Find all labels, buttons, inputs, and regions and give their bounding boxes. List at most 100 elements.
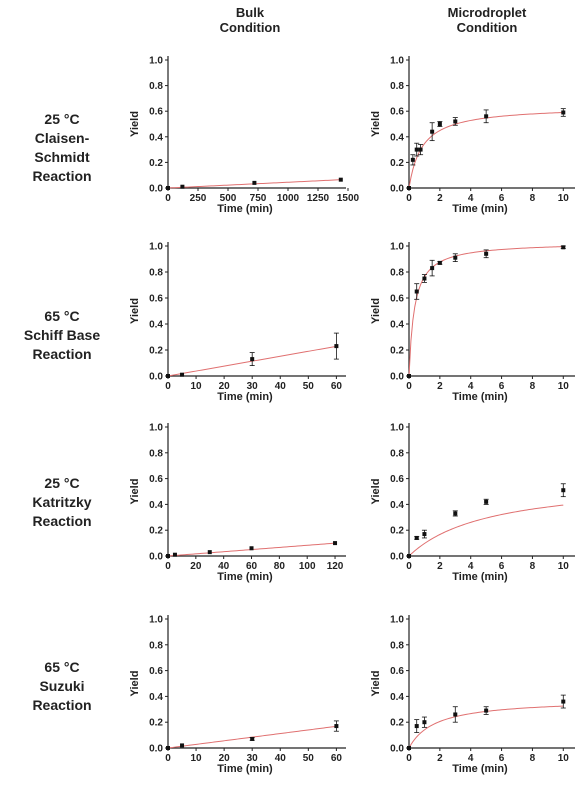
row-label-2-line-2: Schiff Base (24, 327, 100, 343)
panel-4-bulk-xlabel: Time (min) (217, 763, 273, 775)
panel-3-microdroplet-xtick-label-4: 8 (530, 561, 536, 572)
panel-3-bulk-xtick-label-2: 40 (218, 561, 230, 572)
panel-1-microdroplet-ytick-label-3: 0.6 (390, 107, 404, 118)
panel-2-bulk-ytick-label-5: 1.0 (149, 242, 163, 253)
panel-3-bulk-xtick-label-1: 20 (190, 561, 202, 572)
panel-1-microdroplet-ytick-label-4: 0.8 (390, 81, 404, 92)
panel-2-microdroplet-ytick-label-4: 0.8 (390, 268, 404, 279)
panel-1-microdroplet-point-4 (430, 129, 435, 134)
panel-4-bulk-xtick-label-0: 0 (165, 753, 171, 764)
panel-2-microdroplet-ylabel: Yield (370, 298, 382, 324)
row-label-1-line-3: Schmidt (34, 149, 90, 165)
column-title-2-line-2: Condition (457, 20, 518, 35)
panel-1-microdroplet-point-1 (410, 157, 415, 162)
panel-2-microdroplet-point-3 (430, 266, 435, 271)
panel-3-bulk-point-3 (249, 546, 254, 551)
panel-4-bulk-point-3 (334, 724, 339, 729)
panel-2-microdroplet-xtick-label-3: 6 (499, 381, 505, 392)
panel-4-microdroplet-ytick-label-1: 0.2 (390, 718, 404, 729)
panel-2-bulk-ytick-label-2: 0.4 (149, 320, 163, 331)
row-label-1-line-2: Claisen- (35, 130, 90, 146)
panel-3-microdroplet-fit-line (408, 504, 564, 557)
panel-4-microdroplet-point-3 (453, 712, 458, 717)
panel-4-microdroplet-xtick-label-3: 6 (499, 753, 505, 764)
panel-4-microdroplet-point-2 (422, 720, 427, 725)
panel-1-bulk-ytick-label-1: 0.2 (149, 158, 163, 169)
panel-2-bulk-point-1 (180, 372, 185, 377)
panel-3-bulk-point-1 (172, 552, 177, 557)
panel-4-microdroplet-xlabel: Time (min) (452, 763, 508, 775)
panel-2-microdroplet-xtick-label-5: 10 (558, 381, 570, 392)
panel-2-bulk-xtick-label-0: 0 (165, 381, 171, 392)
panel-4-bulk-ytick-label-3: 0.6 (149, 666, 163, 677)
panel-4-microdroplet-ylabel: Yield (370, 671, 382, 697)
panel-1-microdroplet-xtick-label-1: 2 (437, 193, 443, 204)
panel-2-bulk-xtick-label-6: 60 (331, 381, 343, 392)
panel-2-bulk: 0.0 0.2 0.4 0.6 0.8 1.0 0 10 20 30 40 50 60 Yield Time… (129, 242, 346, 403)
panel-2-microdroplet-ytick-label-2: 0.4 (390, 320, 404, 331)
panel-1-bulk-ytick-label-0: 0.0 (149, 184, 163, 195)
panel-4-bulk-ytick-label-2: 0.4 (149, 692, 163, 703)
panel-2-bulk-xtick-label-3: 30 (247, 381, 259, 392)
panel-2-bulk-point-0 (166, 374, 170, 378)
panel-2-microdroplet-xtick-label-0: 0 (406, 381, 412, 392)
panel-3-microdroplet-ytick-label-3: 0.6 (390, 474, 404, 485)
panel-3-bulk-xlabel: Time (min) (217, 571, 273, 583)
panel-3-microdroplet-xtick-label-2: 4 (468, 561, 474, 572)
panel-1-bulk-xtick-label-6: 1500 (337, 193, 360, 204)
panel-2-microdroplet-ytick-label-5: 1.0 (390, 242, 404, 253)
panel-1-bulk-ytick-label-3: 0.6 (149, 107, 163, 118)
panel-1-bulk-ytick-label-4: 0.8 (149, 81, 163, 92)
panel-3-microdroplet-ytick-label-2: 0.4 (390, 500, 404, 511)
panel-4-microdroplet-point-4 (484, 708, 489, 713)
panel-4-bulk-ytick-label-1: 0.2 (149, 718, 163, 729)
panel-3-bulk-xtick-label-4: 80 (274, 561, 286, 572)
panel-4-microdroplet-ytick-label-4: 0.8 (390, 640, 404, 651)
panel-2-microdroplet: 0.0 0.2 0.4 0.6 0.8 1.0 0 2 4 6 8 10 Yield Time (min) (370, 242, 575, 403)
panel-1-microdroplet-point-0 (407, 186, 411, 190)
panel-4-microdroplet-ytick-label-0: 0.0 (390, 744, 404, 755)
column-title-1-line-1: Bulk (236, 5, 265, 20)
panel-3-bulk-point-4 (333, 541, 338, 546)
panel-3-bulk-ytick-label-5: 1.0 (149, 423, 163, 434)
panel-4-bulk-xtick-label-6: 60 (331, 753, 343, 764)
panel-1-bulk-ytick-label-2: 0.4 (149, 132, 163, 143)
panel-3-microdroplet-point-3 (453, 511, 458, 516)
panel-1-bulk: 0.0 0.2 0.4 0.6 0.8 1.0 0 250 500 750 1000 1250 1500… (129, 56, 360, 216)
panel-3-microdroplet-xtick-label-3: 6 (499, 561, 505, 572)
panel-1-microdroplet: 0.0 0.2 0.4 0.6 0.8 1.0 0 2 4 6 8 10 Yield Time (min) (370, 56, 575, 215)
panel-4-bulk-xtick-label-5: 50 (303, 753, 315, 764)
panel-3-microdroplet-point-4 (484, 499, 489, 504)
panel-1-microdroplet-point-3 (418, 147, 423, 152)
panel-2-microdroplet-point-4 (437, 260, 442, 265)
panel-4-microdroplet: 0.0 0.2 0.4 0.6 0.8 1.0 0 2 4 6 8 10 Yield Time (min) (370, 615, 575, 775)
panel-3-microdroplet-xtick-label-1: 2 (437, 561, 443, 572)
panel-3-microdroplet-ylabel: Yield (370, 479, 382, 505)
panel-3-microdroplet-xtick-label-0: 0 (406, 561, 412, 572)
panel-3-microdroplet-point-1 (414, 535, 419, 540)
column-title-1-line-2: Condition (220, 20, 281, 35)
panel-1-bulk-xlabel: Time (min) (217, 203, 273, 215)
panel-1-microdroplet-point-6 (453, 119, 458, 124)
panel-2-bulk-xtick-label-2: 20 (219, 381, 231, 392)
panel-3-bulk-xtick-label-5: 100 (299, 561, 316, 572)
panel-3-bulk-ytick-label-4: 0.8 (149, 448, 163, 459)
panel-1-microdroplet-ytick-label-0: 0.0 (390, 184, 404, 195)
panel-2-microdroplet-point-2 (422, 276, 427, 281)
panel-4-microdroplet-xtick-label-0: 0 (406, 753, 412, 764)
panel-4-bulk-point-2 (250, 736, 255, 741)
panel-2-bulk-ytick-label-4: 0.8 (149, 268, 163, 279)
panel-3-microdroplet-ytick-label-1: 0.2 (390, 526, 404, 537)
panel-2-bulk-ytick-label-0: 0.0 (149, 372, 163, 383)
panel-4-microdroplet-xtick-label-1: 2 (437, 753, 443, 764)
panel-2-microdroplet-xtick-label-4: 8 (530, 381, 536, 392)
panel-3-bulk-point-0 (166, 554, 170, 558)
panel-4-microdroplet-xtick-label-5: 10 (558, 753, 570, 764)
panel-1-bulk-xtick-label-2: 500 (220, 193, 237, 204)
panel-1-microdroplet-xtick-label-3: 6 (499, 193, 505, 204)
panel-2-bulk-xtick-label-4: 40 (275, 381, 287, 392)
panel-3-bulk-ytick-label-2: 0.4 (149, 500, 163, 511)
panel-3-bulk-point-2 (207, 550, 212, 555)
